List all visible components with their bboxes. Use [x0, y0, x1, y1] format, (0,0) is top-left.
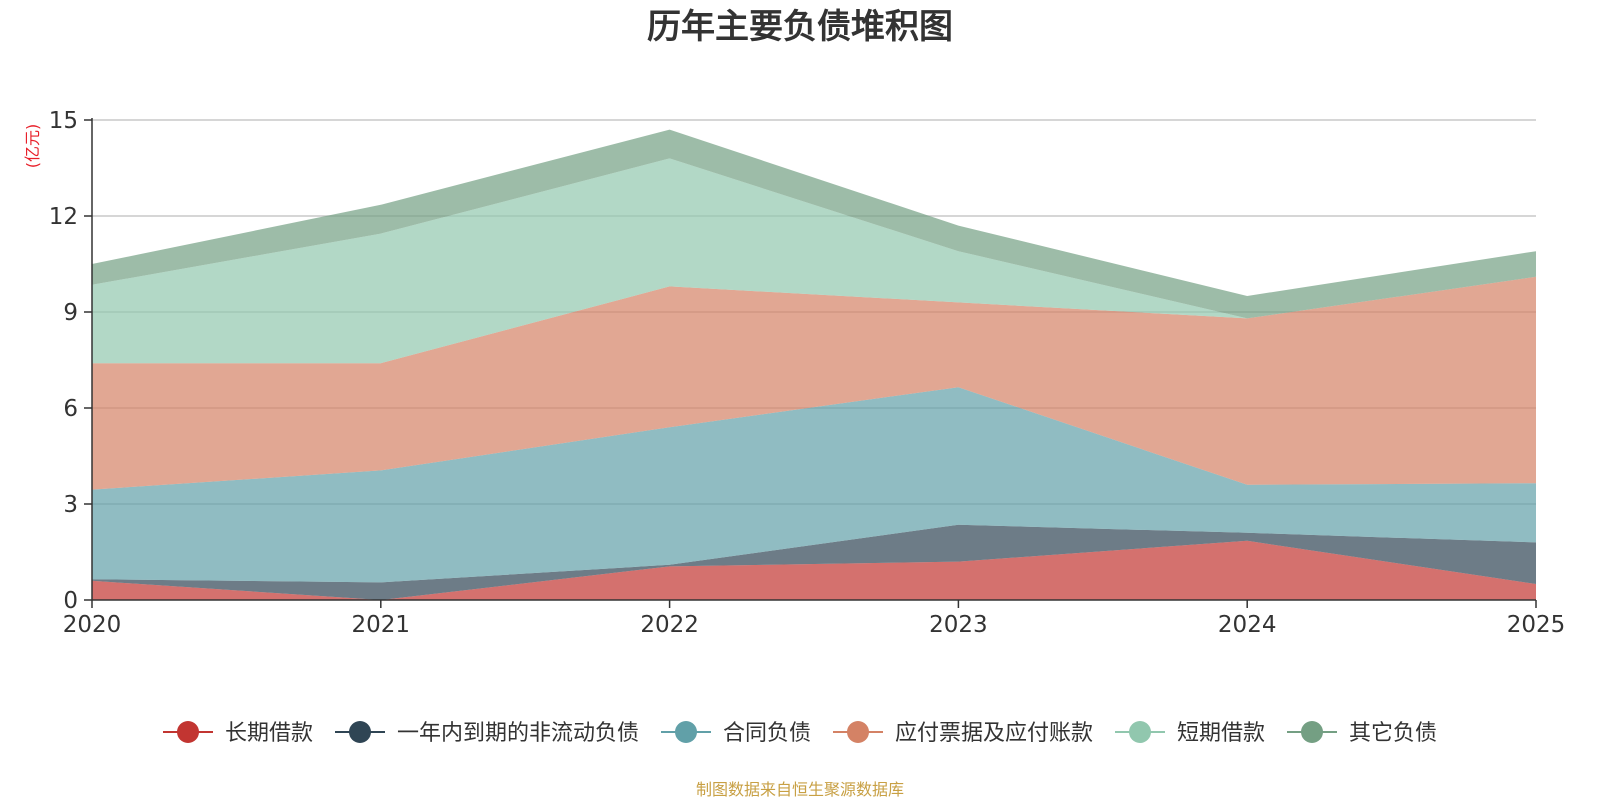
area-series-3 [92, 276, 1536, 490]
legend-marker-0 [177, 721, 199, 743]
legend-label-0: 长期借款 [225, 721, 313, 746]
x-tick-label-2025: 2025 [1507, 612, 1566, 638]
data-source-note: 制图数据来自恒生聚源数据库 [696, 780, 904, 799]
legend-item-1[interactable]: 一年内到期的非流动负债 [335, 721, 639, 746]
legend-marker-1 [349, 721, 371, 743]
legend-label-3: 应付票据及应付账款 [895, 721, 1093, 746]
area-series-4 [92, 158, 1536, 364]
legend-item-0[interactable]: 长期借款 [163, 721, 313, 746]
x-tick-label-2022: 2022 [640, 612, 699, 638]
x-tick-label-2023: 2023 [929, 612, 988, 638]
area-series-group [92, 129, 1536, 600]
legend-item-4[interactable]: 短期借款 [1115, 721, 1265, 746]
y-tick-label-3: 3 [63, 492, 78, 518]
legend-marker-2 [675, 721, 697, 743]
legend: 长期借款 一年内到期的非流动负债 合同负债 应付票据及应付账款 短期借款 其它负债 [163, 721, 1437, 746]
x-tick-label-2024: 2024 [1218, 612, 1277, 638]
x-tick-label-2020: 2020 [63, 612, 122, 638]
area-series-2 [92, 387, 1536, 583]
legend-label-2: 合同负债 [723, 721, 811, 746]
area-series-5 [92, 129, 1536, 319]
legend-marker-3 [847, 721, 869, 743]
axes: 0 3 6 9 12 15 2020 2021 2022 2023 2024 2025 [49, 108, 1566, 638]
legend-item-2[interactable]: 合同负债 [661, 721, 811, 746]
legend-label-4: 短期借款 [1177, 721, 1265, 746]
y-tick-label-9: 9 [63, 300, 78, 326]
y-axis-unit-label: (亿元) [23, 124, 42, 169]
chart-title: 历年主要负债堆积图 [647, 7, 953, 47]
area-series-0 [92, 540, 1536, 600]
legend-marker-4 [1129, 721, 1151, 743]
legend-marker-5 [1301, 721, 1323, 743]
area-series-1 [92, 524, 1536, 600]
legend-label-1: 一年内到期的非流动负债 [397, 721, 639, 746]
y-tick-label-15: 15 [49, 108, 78, 134]
legend-item-5[interactable]: 其它负债 [1287, 721, 1437, 746]
legend-item-3[interactable]: 应付票据及应付账款 [833, 721, 1093, 746]
y-tick-label-12: 12 [49, 204, 78, 230]
y-tick-label-6: 6 [63, 396, 78, 422]
legend-label-5: 其它负债 [1349, 721, 1437, 746]
y-tick-label-0: 0 [63, 588, 78, 614]
x-tick-label-2021: 2021 [352, 612, 411, 638]
